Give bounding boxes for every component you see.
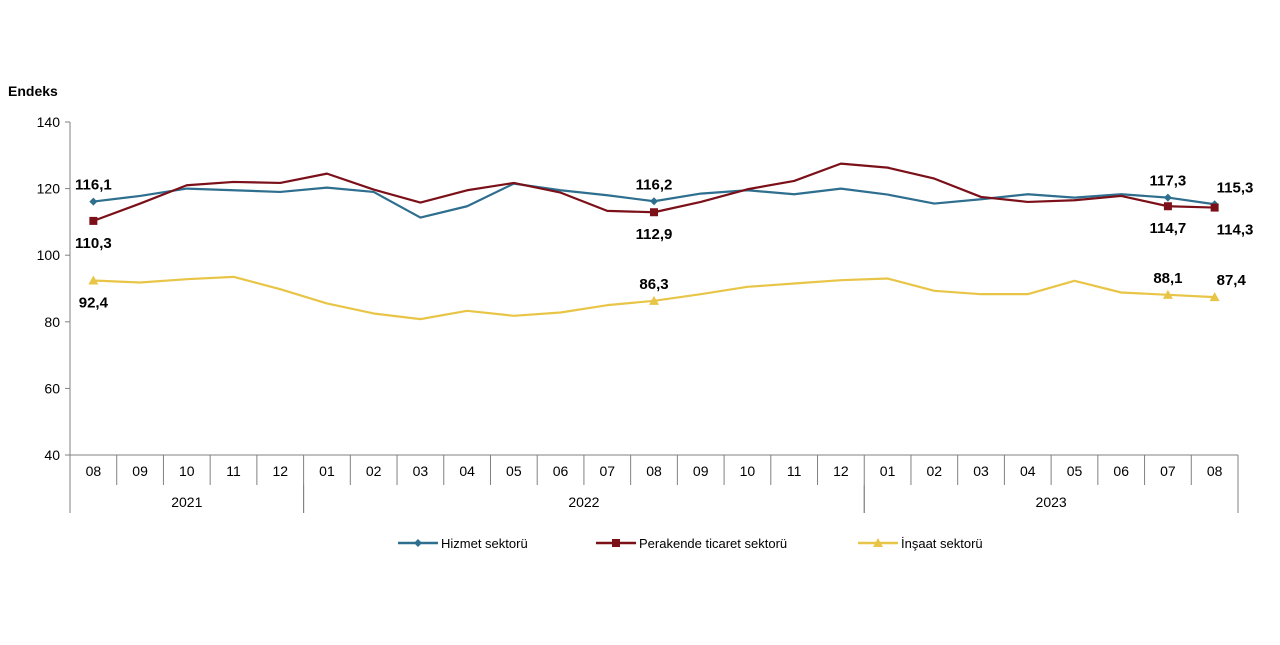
x-tick-label: 08 <box>86 463 102 479</box>
data-label: 88,1 <box>1153 270 1182 287</box>
data-label: 114,3 <box>1217 222 1254 239</box>
data-label: 87,4 <box>1217 272 1247 289</box>
data-label: 112,9 <box>636 226 673 243</box>
x-tick-label: 02 <box>927 463 943 479</box>
year-label: 2022 <box>568 494 599 510</box>
x-tick-label: 10 <box>740 463 756 479</box>
x-tick-label: 02 <box>366 463 382 479</box>
x-tick-label: 06 <box>553 463 569 479</box>
x-tick-label: 05 <box>506 463 522 479</box>
y-tick-label: 40 <box>44 447 60 463</box>
data-point-marker <box>1163 202 1172 211</box>
x-tick-label: 09 <box>132 463 148 479</box>
x-tick-label: 05 <box>1067 463 1083 479</box>
legend-item: Perakende ticaret sektorü <box>596 536 787 551</box>
legend-item: Hizmet sektorü <box>398 536 528 551</box>
data-point-marker <box>1210 203 1219 212</box>
legend-item: İnşaat sektorü <box>858 536 983 551</box>
data-label: 115,3 <box>1217 179 1254 196</box>
y-tick-label: 80 <box>44 314 60 330</box>
x-tick-label: 11 <box>226 463 241 479</box>
x-tick-label: 01 <box>880 463 896 479</box>
x-tick-label: 10 <box>179 463 195 479</box>
x-tick-label: 09 <box>693 463 709 479</box>
data-point-marker <box>89 216 98 225</box>
legend-marker <box>414 539 422 547</box>
x-tick-label: 03 <box>973 463 989 479</box>
data-point-marker <box>649 295 659 305</box>
x-tick-label: 06 <box>1113 463 1129 479</box>
y-tick-label: 140 <box>37 114 61 130</box>
data-label: 110,3 <box>75 235 112 252</box>
legend-label: Perakende ticaret sektorü <box>639 536 787 551</box>
legend-marker <box>873 538 883 547</box>
data-point-marker <box>1209 292 1220 302</box>
x-tick-label: 03 <box>413 463 429 479</box>
data-label: 86,3 <box>639 276 668 293</box>
data-point-marker <box>88 275 99 285</box>
data-point-marker <box>1163 193 1172 202</box>
x-tick-label: 04 <box>1020 463 1036 479</box>
legend-marker <box>612 539 620 547</box>
year-label: 2021 <box>171 494 202 510</box>
data-label: 117,3 <box>1150 173 1187 190</box>
data-label: 92,4 <box>79 295 109 312</box>
data-label: 114,7 <box>1150 220 1187 237</box>
x-tick-label: 11 <box>787 463 802 479</box>
year-label: 2023 <box>1036 494 1067 510</box>
x-tick-label: 08 <box>1207 463 1223 479</box>
data-point-marker <box>89 197 98 206</box>
x-tick-label: 12 <box>833 463 849 479</box>
y-tick-label: 60 <box>44 380 60 396</box>
legend-label: İnşaat sektorü <box>901 536 983 551</box>
x-tick-label: 07 <box>1160 463 1176 479</box>
data-label: 116,1 <box>75 177 112 194</box>
x-tick-label: 12 <box>272 463 288 479</box>
x-tick-label: 01 <box>319 463 335 479</box>
x-tick-label: 04 <box>459 463 475 479</box>
legend-label: Hizmet sektorü <box>441 536 528 551</box>
data-point-marker <box>650 208 658 217</box>
y-tick-label: 120 <box>37 181 61 197</box>
y-axis-label: Endeks <box>8 83 58 99</box>
data-point-marker <box>1162 289 1173 299</box>
y-tick-label: 100 <box>37 247 61 263</box>
data-point-marker <box>650 197 658 206</box>
x-tick-label: 08 <box>646 463 662 479</box>
x-tick-label: 07 <box>599 463 615 479</box>
data-label: 116,2 <box>636 176 673 193</box>
